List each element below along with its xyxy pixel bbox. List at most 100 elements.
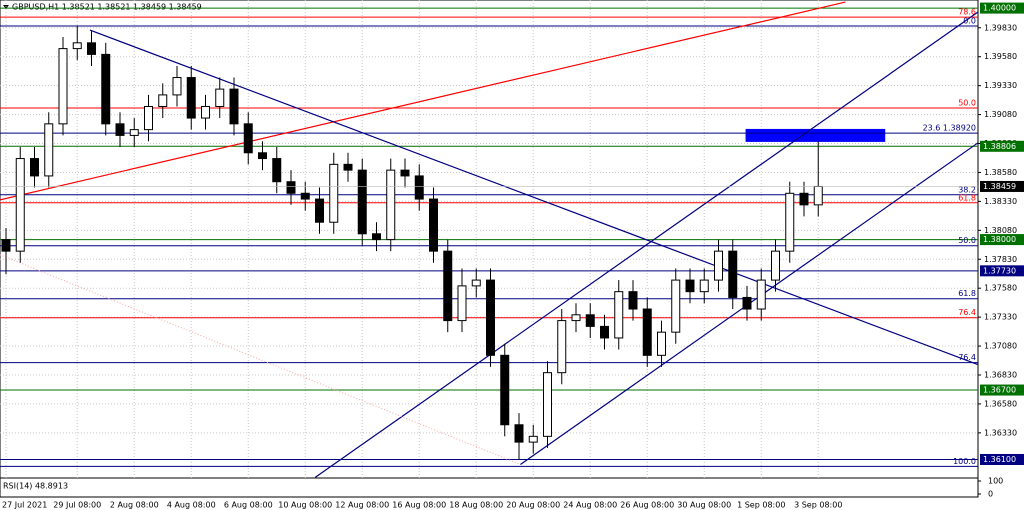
candle-body (457, 285, 467, 322)
candle-body (343, 163, 353, 171)
last-price-tag (980, 180, 1024, 192)
x-tick-label: 27 Jul 2021 (2, 501, 47, 510)
y-tick-label: 1.36580 (984, 399, 1017, 408)
x-tick-label: 26 Aug 08:00 (620, 501, 674, 510)
trendline (314, 11, 979, 478)
level-label: 1.37730 (983, 266, 1016, 275)
candle-body (813, 185, 823, 206)
candle-body (742, 296, 752, 310)
trendline (0, 254, 521, 466)
rsi-label: RSI(14) 48.8913 (3, 482, 68, 491)
level-tag (980, 2, 1024, 14)
level-label: 76.4 (958, 308, 976, 317)
level-label: 0.0 (963, 17, 976, 26)
level-tag (980, 234, 1024, 246)
candle-body (372, 233, 381, 241)
candle-body (557, 320, 567, 374)
y-tick-label: 1.37580 (984, 284, 1017, 293)
candle-body (300, 192, 310, 200)
y-tick-label: 1.37080 (984, 342, 1017, 351)
candle-body (429, 198, 438, 252)
candle-body (315, 198, 324, 223)
candle-body (585, 314, 595, 327)
y-tick-label: 1.36330 (984, 428, 1017, 437)
candle-body (58, 48, 68, 125)
x-tick-label: 1 Sep 08:00 (737, 501, 785, 510)
y-tick-label: 1.39830 (984, 23, 1017, 32)
level-tag (980, 453, 1024, 465)
x-tick-label: 20 Aug 08:00 (506, 501, 560, 510)
candle-body (30, 158, 39, 177)
candle-body (528, 435, 538, 443)
candle-body (1, 239, 11, 252)
level-label: 61.8 (958, 193, 976, 202)
level-label: 76.4 (958, 353, 976, 362)
candle-body (500, 354, 510, 426)
candle-body (258, 152, 267, 160)
level-label: 50.0 (958, 236, 976, 245)
rsi-tick-label: 0 (988, 490, 993, 499)
candle-body (543, 372, 552, 437)
x-tick-label: 4 Aug 08:00 (167, 501, 216, 510)
rsi-frame (0, 477, 979, 498)
candle-body (158, 94, 168, 107)
candle-body (486, 279, 495, 356)
candle-body (657, 331, 666, 356)
candle-body (201, 105, 210, 119)
candle-body (286, 181, 296, 194)
candle-body (685, 279, 695, 293)
candle-body (357, 169, 367, 235)
x-tick-label: 29 Jul 08:00 (53, 501, 101, 510)
y-tick-label: 1.38580 (984, 168, 1017, 177)
y-tick-label: 1.38330 (984, 197, 1017, 206)
y-tick-label: 1.39330 (984, 81, 1017, 90)
x-tick-label: 24 Aug 08:00 (563, 501, 617, 510)
y-tick-label: 1.39580 (984, 52, 1017, 61)
candle-body (443, 250, 453, 322)
candle-body (144, 105, 153, 131)
level-label: 1.38000 (983, 235, 1016, 244)
rsi-tick-label: 100 (988, 477, 1003, 486)
zone (745, 128, 886, 142)
candle-body (272, 158, 282, 183)
y-tick-label: 1.38080 (984, 226, 1017, 235)
x-tick-label: 18 Aug 08:00 (449, 501, 503, 510)
x-tick-label: 16 Aug 08:00 (392, 501, 446, 510)
candle-body (229, 88, 239, 125)
candle-body (44, 123, 54, 177)
candle-body (671, 279, 681, 333)
candle-body (101, 53, 111, 125)
level-label: 50.0 (958, 98, 976, 107)
level-label: 1.36100 (983, 455, 1016, 464)
candle-body (129, 129, 139, 136)
candle-body (87, 42, 96, 55)
level-label: 1.38806 (983, 142, 1016, 151)
level-tag (980, 140, 1024, 152)
candle-body (771, 250, 780, 281)
x-tick-label: 3 Sep 08:00 (794, 501, 842, 510)
level-label: 1.36700 (983, 386, 1016, 395)
candle-body (614, 291, 624, 339)
candle-body (699, 279, 709, 293)
level-label: 78.6 (958, 8, 976, 17)
candle-body (243, 123, 253, 154)
candle-body (628, 291, 638, 310)
y-tick-label: 1.37330 (984, 313, 1017, 322)
x-tick-label: 12 Aug 08:00 (335, 501, 389, 510)
candle-body (799, 192, 809, 206)
candle-body (215, 88, 225, 107)
chart-title: GBPUSD,H1 1.38521 1.38521 1.38459 1.3845… (12, 3, 202, 12)
trendline (89, 29, 979, 366)
candle-body (785, 192, 795, 252)
x-tick-label: 10 Aug 08:00 (278, 501, 332, 510)
level-label: 38.2 (958, 185, 976, 194)
candle-body (571, 314, 581, 322)
candle-body (642, 308, 652, 356)
level-label: 1.40000 (983, 4, 1016, 13)
candle-body (329, 163, 339, 223)
candle-body (115, 123, 125, 136)
candle-body (600, 325, 609, 339)
candle-body (728, 250, 738, 298)
last-price-label: 1.38459 (983, 182, 1016, 191)
